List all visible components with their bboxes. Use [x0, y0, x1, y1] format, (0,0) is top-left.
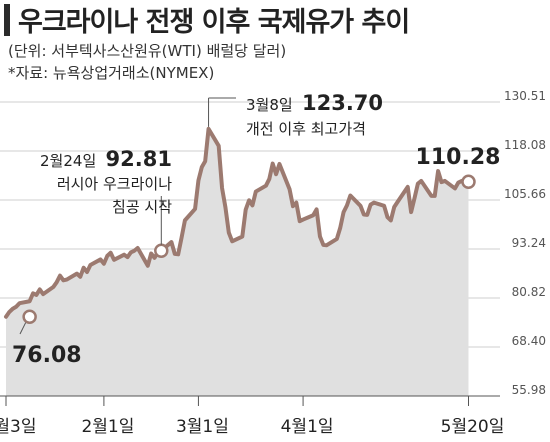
annotation-text-span: 123.70	[295, 91, 383, 115]
annotation-text-span: 3월8일	[246, 96, 293, 114]
annotation-text: 3월8일 123.70	[246, 91, 383, 115]
annotation-text: 76.08	[12, 343, 82, 368]
annotation-text-span: 침공 시작	[112, 198, 172, 216]
annotation-text: 침공 시작	[112, 198, 172, 216]
annotation-text: 러시아 우크라이나	[57, 175, 172, 193]
y-tick-label: 55.98	[512, 383, 546, 397]
annotation-text: 2월24일 92.81	[40, 147, 172, 171]
annotation-text-span: 개전 이후 최고가격	[246, 120, 366, 138]
y-tick-label: 68.40	[512, 334, 546, 348]
chart-title: 우크라이나 전쟁 이후 국제유가 추이	[18, 7, 410, 38]
annotation-text-span: 76.08	[12, 343, 82, 368]
y-tick-label: 93.24	[512, 236, 546, 250]
annotation-text: 110.28	[416, 145, 501, 170]
x-tick-label: 3월1일	[176, 417, 229, 437]
chart-header: 우크라이나 전쟁 이후 국제유가 추이 (단위: 서부텍사스산원유(WTI) 배…	[0, 0, 550, 82]
price-area	[6, 128, 469, 397]
x-tick-label: 4월1일	[281, 417, 334, 437]
annotation-text-span: 110.28	[416, 145, 501, 170]
x-tick-label: 2월1일	[81, 417, 134, 437]
y-tick-label: 105.66	[504, 187, 546, 201]
annotation-text-span: 2월24일	[40, 152, 96, 170]
latest-marker	[461, 174, 476, 190]
x-tick-label: 5월20일	[441, 417, 505, 437]
chart-source-note: *자료: 뉴욕상업거래소(NYMEX)	[8, 64, 215, 82]
price-line	[4, 126, 471, 319]
annotation-text: 개전 이후 최고가격	[246, 120, 366, 138]
annotation-text-span: 러시아 우크라이나	[57, 175, 172, 193]
chart-unit-note: (단위: 서부텍사스산원유(WTI) 배럴당 달러)	[8, 42, 287, 60]
annotation-leader	[19, 322, 27, 335]
start-marker	[22, 309, 37, 324]
title-accent-bar	[4, 4, 10, 36]
y-tick-label: 80.82	[512, 285, 546, 299]
y-tick-label: 118.08	[504, 138, 546, 152]
y-tick-label: 130.51	[504, 89, 546, 103]
invasion-marker	[154, 243, 169, 258]
annotation-text-span: 92.81	[98, 147, 172, 171]
